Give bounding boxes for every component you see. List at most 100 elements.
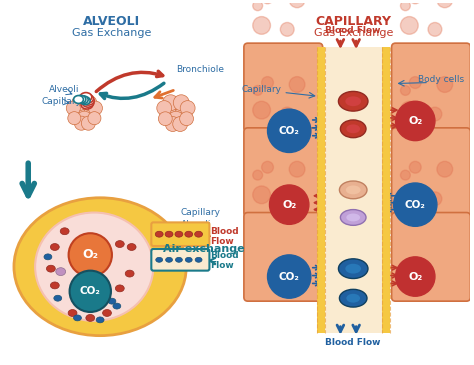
Circle shape (395, 257, 435, 296)
Ellipse shape (175, 257, 182, 262)
FancyBboxPatch shape (392, 128, 470, 216)
Text: Gas Exchange: Gas Exchange (313, 28, 393, 38)
Bar (382, 47, 390, 333)
Circle shape (401, 170, 410, 180)
Text: CAPILLARY: CAPILLARY (315, 15, 391, 28)
Text: Blood Flow: Blood Flow (326, 338, 381, 347)
Ellipse shape (54, 295, 62, 301)
Circle shape (69, 106, 85, 122)
Circle shape (253, 186, 271, 204)
Text: Body cells: Body cells (419, 75, 465, 84)
Ellipse shape (80, 97, 90, 105)
Text: Flow: Flow (210, 237, 234, 246)
Circle shape (401, 16, 418, 34)
Text: Blood Flow: Blood Flow (326, 26, 381, 35)
Circle shape (401, 101, 418, 119)
Circle shape (74, 116, 88, 130)
Circle shape (173, 95, 189, 111)
Circle shape (270, 185, 309, 224)
Circle shape (163, 95, 179, 111)
Circle shape (395, 101, 435, 141)
Circle shape (253, 16, 271, 34)
Circle shape (401, 1, 410, 11)
Ellipse shape (195, 231, 202, 237)
Ellipse shape (155, 231, 163, 237)
Circle shape (280, 192, 294, 205)
Ellipse shape (185, 231, 193, 237)
Circle shape (165, 116, 180, 131)
Ellipse shape (346, 124, 360, 133)
Ellipse shape (82, 94, 93, 103)
Text: O₂: O₂ (408, 272, 422, 281)
Ellipse shape (339, 289, 367, 307)
Ellipse shape (73, 96, 83, 103)
Circle shape (69, 233, 112, 277)
Ellipse shape (125, 270, 134, 277)
Circle shape (253, 85, 263, 95)
Text: O₂: O₂ (282, 200, 296, 210)
Circle shape (253, 101, 271, 119)
Text: Blood: Blood (210, 227, 239, 236)
Text: CO₂: CO₂ (405, 200, 426, 210)
Ellipse shape (165, 257, 173, 262)
Text: O₂: O₂ (408, 116, 422, 126)
Ellipse shape (339, 181, 367, 199)
Circle shape (410, 161, 421, 173)
Circle shape (289, 77, 305, 92)
Circle shape (253, 1, 263, 11)
Circle shape (165, 99, 187, 120)
Bar (317, 47, 325, 333)
Circle shape (66, 101, 80, 115)
Circle shape (428, 192, 442, 205)
Ellipse shape (86, 315, 95, 321)
Text: Gas Exchange: Gas Exchange (72, 28, 152, 38)
Ellipse shape (346, 96, 361, 106)
FancyBboxPatch shape (392, 212, 470, 301)
Circle shape (157, 101, 172, 115)
Ellipse shape (81, 100, 93, 109)
Ellipse shape (14, 198, 186, 336)
FancyBboxPatch shape (151, 249, 210, 270)
Text: Air exchange: Air exchange (163, 244, 245, 254)
Text: Blood: Blood (210, 251, 239, 260)
Ellipse shape (156, 257, 163, 262)
Text: Capillary: Capillary (181, 208, 221, 217)
Circle shape (74, 99, 94, 119)
FancyBboxPatch shape (317, 47, 390, 333)
Text: Alveoli: Alveoli (49, 85, 80, 94)
Ellipse shape (50, 243, 59, 250)
Ellipse shape (108, 298, 116, 304)
Circle shape (262, 77, 273, 88)
Ellipse shape (82, 98, 94, 107)
Circle shape (280, 23, 294, 36)
Circle shape (410, 0, 421, 4)
Ellipse shape (46, 265, 55, 272)
Ellipse shape (76, 95, 86, 103)
Ellipse shape (56, 268, 65, 276)
Circle shape (428, 23, 442, 36)
Ellipse shape (346, 214, 360, 222)
Circle shape (180, 112, 193, 126)
Circle shape (253, 170, 263, 180)
Circle shape (158, 112, 172, 126)
FancyBboxPatch shape (392, 43, 470, 132)
Circle shape (401, 85, 410, 95)
Ellipse shape (165, 231, 173, 237)
Ellipse shape (346, 185, 361, 194)
Circle shape (173, 116, 188, 131)
Circle shape (280, 107, 294, 121)
Ellipse shape (68, 310, 77, 316)
Circle shape (83, 106, 100, 122)
Text: Capillary: Capillary (41, 97, 81, 106)
Circle shape (72, 96, 87, 111)
Circle shape (437, 77, 453, 92)
Ellipse shape (338, 259, 368, 278)
Text: O₂: O₂ (82, 248, 98, 261)
Circle shape (428, 107, 442, 121)
Text: CO₂: CO₂ (80, 286, 100, 296)
Ellipse shape (73, 315, 82, 321)
Ellipse shape (340, 120, 366, 138)
Circle shape (289, 0, 305, 8)
Ellipse shape (346, 264, 361, 274)
Text: Flow: Flow (210, 261, 234, 270)
